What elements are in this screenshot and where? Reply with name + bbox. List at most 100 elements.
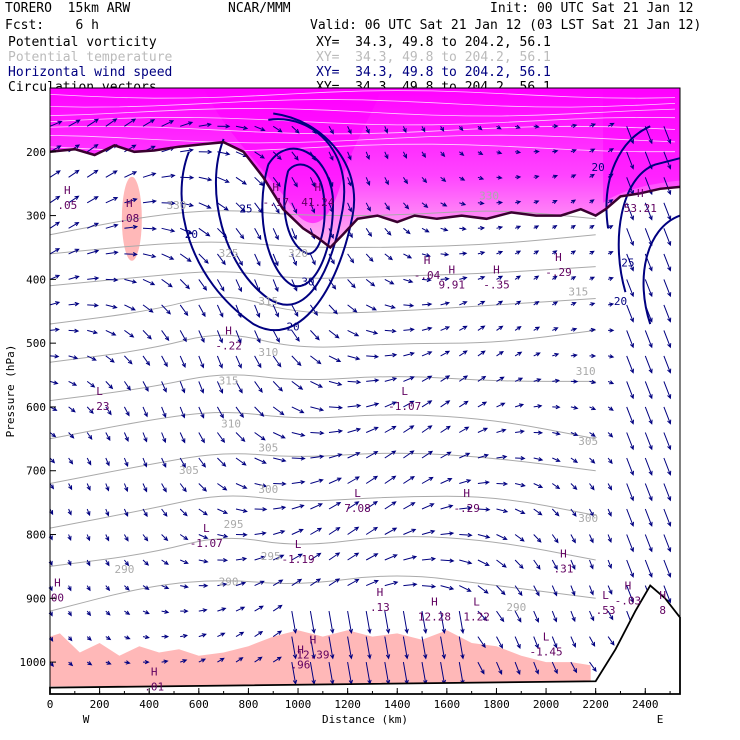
circulation-vector	[496, 125, 502, 130]
circulation-vector	[105, 329, 117, 336]
extremum-value: -.03	[615, 595, 642, 608]
circulation-vector	[272, 176, 281, 188]
circulation-vector	[291, 151, 299, 161]
extremum-letter: L	[203, 522, 210, 535]
circulation-vector	[421, 400, 433, 408]
circulation-vector	[309, 253, 316, 266]
circulation-vector	[514, 275, 522, 280]
circulation-vector	[440, 176, 447, 183]
circulation-vector	[570, 534, 576, 544]
extremum-value: .96	[291, 658, 311, 671]
circulation-vector	[496, 175, 503, 180]
circulation-vector	[123, 381, 131, 391]
circulation-vector	[198, 633, 207, 638]
circulation-vector	[477, 507, 491, 512]
extremum-value: .08	[119, 212, 139, 225]
y-axis-label: Pressure (hPa)	[4, 345, 17, 438]
circulation-vector	[198, 149, 213, 155]
circulation-vector	[458, 611, 465, 634]
circulation-vector	[328, 611, 335, 634]
circulation-vector	[235, 606, 246, 612]
wind-speed-contour	[180, 112, 356, 331]
circulation-vector	[310, 454, 325, 459]
circulation-vector	[403, 502, 416, 510]
circulation-vector	[365, 636, 372, 660]
circulation-vector	[607, 432, 614, 438]
circulation-vector	[589, 123, 597, 128]
circulation-vector	[439, 126, 445, 132]
wind-speed-contour	[617, 157, 681, 293]
circulation-vector	[570, 327, 578, 332]
circulation-vector	[347, 552, 360, 561]
circulation-vector	[589, 483, 595, 491]
circulation-vector	[421, 176, 428, 184]
circulation-vector	[235, 556, 248, 562]
circulation-vector	[440, 478, 453, 484]
circulation-vector	[477, 401, 488, 408]
circulation-vector	[607, 636, 615, 646]
circulation-vector	[608, 302, 615, 307]
circulation-vector	[105, 304, 118, 309]
circulation-vector	[272, 406, 285, 416]
circulation-vector	[347, 151, 352, 161]
circulation-vector	[105, 483, 110, 492]
circulation-vector	[663, 253, 672, 272]
circulation-vector	[514, 559, 524, 570]
circulation-vector	[626, 534, 634, 553]
circulation-vector	[254, 656, 263, 663]
circulation-vector	[291, 228, 297, 241]
theta-label: 305	[179, 464, 199, 477]
extremum-value: 1.22	[463, 610, 490, 623]
circulation-vector	[49, 301, 61, 306]
circulation-vector	[589, 173, 595, 179]
circulation-vector	[235, 125, 249, 130]
circulation-vector	[477, 350, 486, 357]
circulation-vector	[496, 250, 504, 255]
circulation-vector	[235, 330, 242, 344]
circulation-vector	[87, 303, 99, 308]
circulation-vector	[291, 202, 298, 214]
circulation-vector	[384, 202, 391, 211]
theta-label: 315	[568, 285, 588, 298]
circulation-vector	[217, 176, 230, 183]
circulation-vector	[570, 353, 578, 358]
circulation-vector	[291, 406, 305, 414]
circulation-vector	[403, 327, 415, 332]
circulation-vector	[310, 503, 323, 510]
circulation-vector	[421, 611, 428, 634]
wind-speed-contour	[642, 214, 681, 325]
circulation-vector	[551, 610, 558, 623]
circulation-vector	[254, 483, 268, 488]
x-tick-label: 400	[139, 698, 159, 711]
circulation-vector	[161, 585, 170, 590]
theta-label: 290	[114, 563, 134, 576]
circulation-vector	[552, 352, 560, 358]
model-title: TORERO 15km ARW	[5, 1, 131, 16]
theta-label: 290	[506, 601, 526, 614]
circulation-vector	[254, 228, 262, 241]
circulation-vector	[533, 174, 540, 180]
circulation-vector	[179, 253, 192, 262]
circulation-vector	[217, 508, 229, 514]
extremum-value: .13	[370, 601, 390, 614]
circulation-vector	[235, 355, 242, 369]
circulation-vector	[366, 579, 379, 587]
circulation-vector	[291, 662, 298, 685]
circulation-vector	[235, 279, 242, 293]
circulation-vector	[365, 426, 379, 433]
circulation-vector	[198, 202, 212, 209]
circulation-vector	[459, 400, 469, 408]
circulation-vector	[459, 301, 468, 306]
circulation-vector	[105, 381, 114, 390]
circulation-vector	[142, 457, 148, 468]
circulation-vector	[459, 426, 470, 433]
circulation-vector	[644, 202, 653, 221]
circulation-vector	[272, 125, 283, 133]
circulation-vector	[124, 252, 138, 257]
circulation-vector	[607, 276, 614, 281]
circulation-vector	[310, 527, 323, 535]
theta-label: 300	[258, 483, 278, 496]
circulation-vector	[626, 559, 634, 578]
extremum-letter: H	[64, 184, 71, 197]
circulation-vector	[626, 279, 634, 298]
